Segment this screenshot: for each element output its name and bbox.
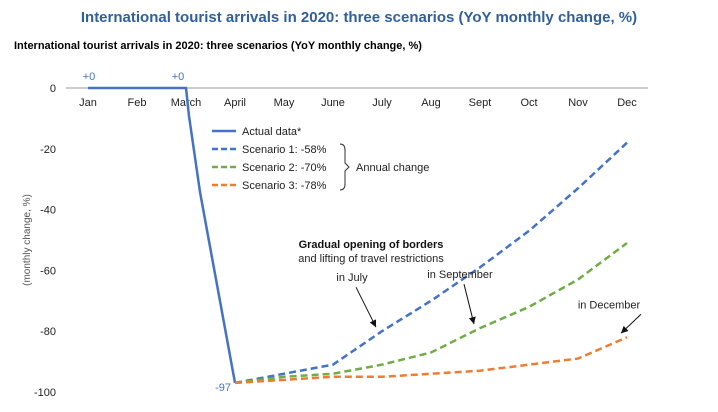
- data-label: +0: [172, 71, 185, 83]
- legend-entry: Actual data*: [242, 126, 302, 138]
- annotation-label: in December: [578, 299, 641, 311]
- x-tick-label: Oct: [520, 97, 537, 109]
- data-label: +0: [83, 71, 96, 83]
- x-tick-label: Dec: [617, 97, 637, 109]
- y-tick-label: 0: [50, 83, 56, 95]
- y-axis: 0 -20 -40 -60 -80 -100: [34, 83, 56, 399]
- x-tick-label: June: [321, 97, 345, 109]
- annotation-label: in September: [427, 269, 493, 281]
- x-tick-label: Aug: [421, 97, 441, 109]
- legend-entry: Scenario 3: -78%: [242, 180, 327, 192]
- x-tick-label: Sept: [469, 97, 492, 109]
- data-labels: +0 +0 -97: [83, 71, 231, 394]
- chart-title: International tourist arrivals in 2020: …: [81, 9, 637, 26]
- legend-brace: [339, 143, 350, 191]
- y-tick-label: -80: [40, 326, 56, 338]
- x-axis: Jan Feb March April May June July Aug Sept Oct Nov…: [79, 97, 637, 109]
- annotation-arrow: [355, 286, 377, 328]
- series-line-1: [88, 86, 237, 384]
- data-label: -97: [215, 382, 231, 394]
- legend: Actual data* Scenario 1: -58% Scenario 2: …: [212, 126, 429, 192]
- y-tick-label: -20: [40, 144, 56, 156]
- annotation-label: in July: [336, 272, 368, 284]
- annotation-arrowhead: [468, 316, 476, 325]
- x-tick-label: May: [274, 97, 295, 109]
- annotation-heading: Gradual opening of borders: [299, 239, 444, 251]
- x-tick-label: July: [372, 97, 392, 109]
- annotation-subheading: and lifting of travel restrictions: [298, 253, 444, 265]
- y-axis-label: (monthly change, %): [22, 194, 33, 286]
- x-tick-label: March: [171, 97, 202, 109]
- y-tick-label: -40: [40, 205, 56, 217]
- legend-entry: Scenario 2: -70%: [242, 162, 327, 174]
- x-tick-label: Feb: [128, 97, 147, 109]
- annotation-arrowhead: [621, 325, 629, 334]
- y-tick-label: -100: [34, 387, 56, 399]
- legend-group-label: Annual change: [356, 162, 429, 174]
- x-tick-label: Jan: [79, 97, 97, 109]
- series-line-3: [234, 242, 628, 385]
- annotations: Gradual opening of borders and lifting o…: [298, 239, 642, 334]
- x-tick-label: April: [224, 97, 246, 109]
- annotation-arrowhead: [369, 319, 376, 328]
- series-line-2: [234, 141, 628, 385]
- legend-entry: Scenario 1: -58%: [242, 144, 327, 156]
- x-tick-label: Nov: [568, 97, 588, 109]
- y-tick-label: -60: [40, 265, 56, 277]
- series-lines: [88, 86, 628, 385]
- chart-subtitle: International tourist arrivals in 2020: …: [14, 40, 422, 52]
